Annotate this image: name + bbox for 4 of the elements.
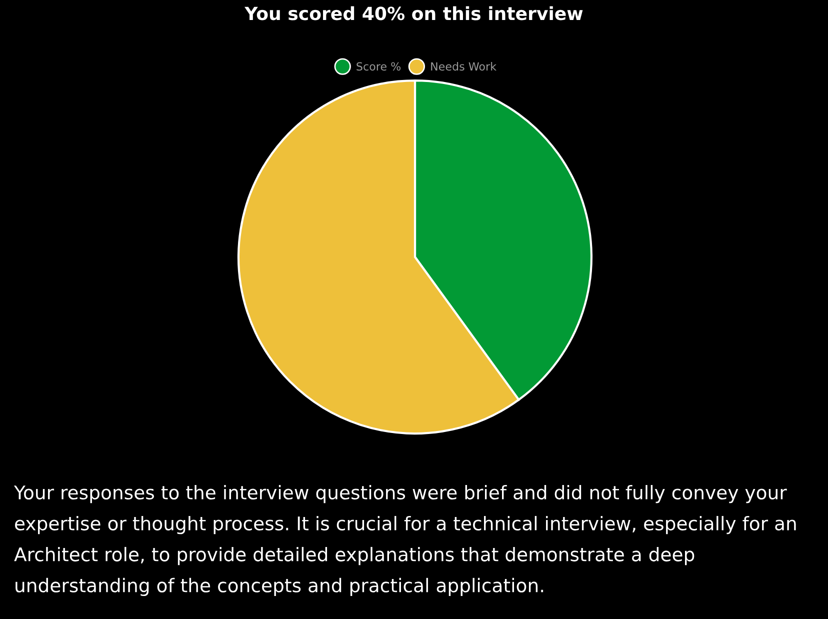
text: Your responses to the interview questions were brief and did not fully convey your expertise or thought process. It is crucial for a technical interview, especially for an Architect role, to provide detailed explanations that demonstrate a deep understanding of the concepts and practical application. (14, 485, 796, 596)
legend-label: Score % (356, 62, 401, 71)
chart-title: You scored 40% on this interview (244, 6, 583, 20)
legend-label: Needs Work (431, 62, 496, 71)
